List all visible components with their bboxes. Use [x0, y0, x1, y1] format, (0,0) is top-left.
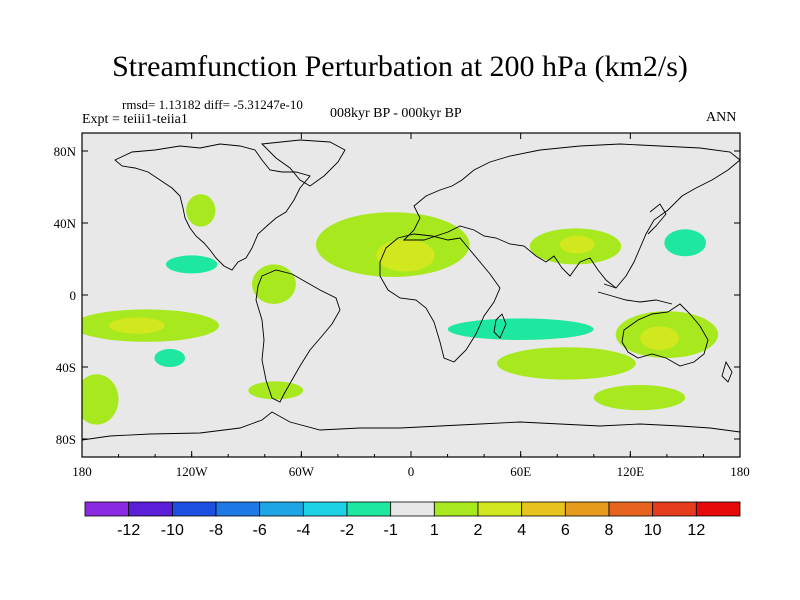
season-label: ANN: [706, 110, 737, 125]
colorbar-label: -8: [209, 522, 223, 539]
y-tick-label: 40S: [56, 360, 76, 375]
colorbar-label: 4: [517, 522, 526, 539]
colorbar-swatch: [652, 501, 697, 517]
coast-eurasia: [402, 143, 740, 289]
coast-south-america: [255, 269, 341, 403]
contour-region: [593, 385, 686, 411]
contour-region: [186, 194, 216, 227]
colorbar-label: -10: [161, 522, 184, 539]
colorbar-swatch: [171, 501, 217, 517]
coast-new-zealand: [721, 360, 733, 383]
colorbar-label: 10: [644, 522, 662, 539]
colorbar-swatch: [521, 501, 566, 517]
contour-core: [447, 318, 594, 341]
contour-core: [559, 235, 595, 254]
x-tick-label: 60W: [289, 464, 315, 479]
y-tick-label: 40N: [54, 216, 77, 231]
period-label: 008kyr BP - 000kyr BP: [330, 106, 462, 121]
contour-core: [165, 255, 218, 274]
colorbar-swatch: [564, 501, 610, 517]
colorbar-swatch: [215, 501, 261, 517]
coast-antarctica: [82, 411, 740, 441]
experiment-label: Expt = teiii1-teiia1: [82, 112, 188, 127]
x-tick-label: 60E: [510, 464, 531, 479]
contour-core: [109, 317, 165, 334]
colorbar-label: 8: [605, 522, 614, 539]
colorbar-swatch: [608, 501, 654, 517]
x-tick-label: 0: [408, 464, 415, 479]
colorbar-label: -4: [296, 522, 310, 539]
x-tick-label: 120W: [176, 464, 209, 479]
x-tick-label: 180: [730, 464, 750, 479]
coast-greenland: [261, 139, 346, 187]
colorbar-label: 12: [687, 522, 705, 539]
colorbar-swatch: [346, 501, 392, 517]
coast-australia: [621, 303, 709, 367]
contour-core: [154, 349, 186, 367]
contour-core: [664, 229, 707, 257]
coast-indonesia: [597, 283, 673, 305]
contour-region: [82, 374, 119, 425]
colorbar-swatch: [695, 501, 741, 517]
colorbar-swatch: [259, 501, 304, 517]
rmsd-diff-stats: rmsd= 1.13182 diff= -5.31247e-10: [122, 97, 303, 112]
colorbar-label: -6: [253, 522, 267, 539]
coast-north-america: [114, 143, 311, 271]
colorbar-label: 2: [474, 522, 483, 539]
x-tick-label: 120E: [617, 464, 645, 479]
contour-core: [376, 239, 435, 272]
colorbar-label: -12: [117, 522, 140, 539]
contour-core: [640, 326, 680, 350]
colorbar-label: -1: [384, 522, 398, 539]
colorbar-label: -2: [340, 522, 354, 539]
y-tick-label: 80S: [56, 432, 76, 447]
contour-region: [248, 381, 304, 400]
coast-africa: [379, 233, 501, 363]
colorbar-swatch: [128, 501, 173, 517]
colorbar: -12 -10 -8 -6 -4 -2 -1 1 2 4 6 8 10 12: [84, 501, 741, 539]
colorbar-swatch: [84, 501, 130, 517]
y-tick-label: 80N: [54, 144, 77, 159]
colorbar-swatch: [390, 501, 435, 517]
colorbar-swatch: [433, 501, 479, 517]
colorbar-label: 1: [430, 522, 439, 539]
chart-title: Streamfunction Perturbation at 200 hPa (…: [112, 50, 688, 83]
colorbar-swatch: [477, 501, 523, 517]
coast-japan: [647, 203, 667, 235]
contour-region: [496, 347, 636, 380]
contour-region: [251, 264, 296, 305]
coast-madagascar: [493, 313, 507, 339]
x-tick-label: 180: [72, 464, 92, 479]
colorbar-swatch: [302, 501, 348, 517]
y-tick-label: 0: [70, 288, 77, 303]
colorbar-label: 6: [561, 522, 570, 539]
